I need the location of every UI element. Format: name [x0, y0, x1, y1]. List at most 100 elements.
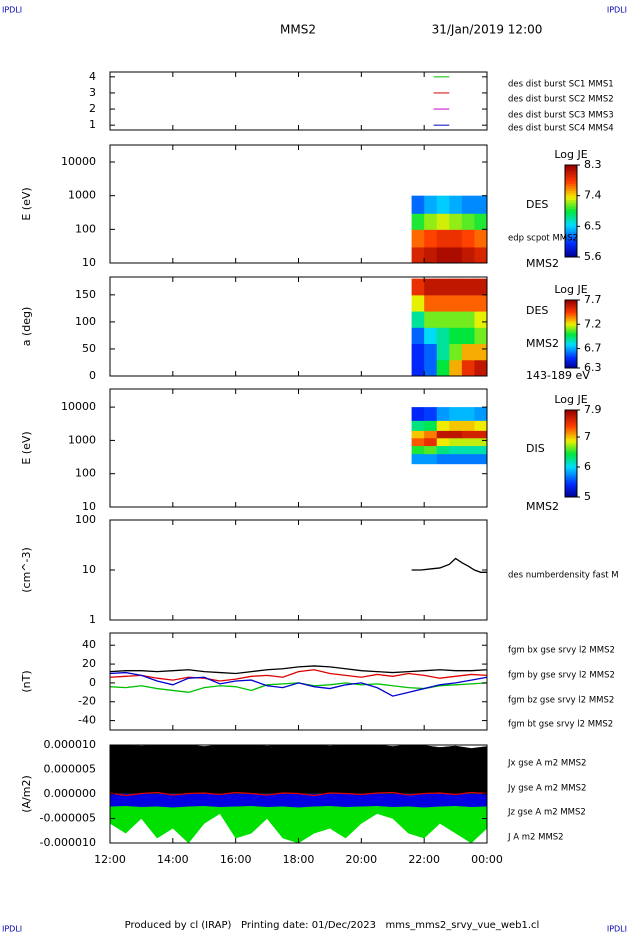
annotation: 143-189 eV — [526, 369, 590, 382]
heatmap-cell — [411, 445, 425, 455]
colorbar-swatch — [565, 351, 577, 354]
y-axis-label: E (eV) — [20, 431, 33, 464]
colorbar-tick-label: 5.6 — [584, 250, 602, 263]
y-tick-label: 100 — [75, 467, 96, 480]
heatmap-cell — [436, 246, 450, 264]
heatmap-cell — [436, 278, 450, 296]
line — [109, 671, 488, 697]
y-tick-label: 3 — [89, 86, 96, 99]
heatmap-cell — [424, 445, 438, 455]
colorbar-swatch — [565, 335, 577, 338]
colorbar-swatch — [565, 243, 577, 246]
colorbar-swatch — [565, 197, 577, 200]
y-tick-label: 2 — [89, 102, 96, 115]
heatmap-cell — [424, 229, 438, 248]
heatmap-cell — [424, 311, 438, 328]
heatmap-cell — [424, 359, 438, 377]
y-tick-label: 0.000005 — [44, 763, 97, 776]
colorbar-swatch — [565, 252, 577, 256]
heatmap-cell — [424, 327, 438, 345]
colorbar-swatch — [565, 323, 577, 326]
y-tick-label: 100 — [75, 513, 96, 526]
legend-label: des dist burst SC4 MMS4 — [508, 124, 614, 134]
legend-label: Jz gse A m2 MMS2 — [507, 808, 586, 818]
colorbar-swatch — [565, 340, 577, 343]
heatmap-cell — [424, 195, 438, 214]
heatmap-cell — [474, 420, 488, 431]
colorbar-swatch — [565, 208, 577, 212]
y-axis-label: (nT) — [20, 670, 33, 692]
heatmap-cell — [461, 407, 475, 421]
heatmap-cell — [411, 213, 425, 230]
heatmap-cell — [436, 294, 450, 312]
heatmap-cell — [461, 278, 475, 296]
annotation: DES — [526, 198, 548, 211]
heatmap-cell — [461, 430, 475, 439]
colorbar-swatch — [565, 332, 577, 335]
colorbar-swatch — [565, 442, 577, 446]
colorbar-swatch — [565, 362, 577, 366]
heatmap-cell — [411, 430, 425, 439]
x-tick-label: 12:00 — [94, 853, 126, 866]
colorbar-swatch — [565, 322, 577, 325]
heatmap-cell — [424, 430, 438, 439]
y-tick-label: 100 — [75, 315, 96, 328]
heatmap-cell — [461, 311, 475, 328]
colorbar-swatch — [565, 318, 577, 321]
y-tick-label: 10 — [82, 563, 96, 576]
heatmap-cell — [424, 213, 438, 230]
heatmap-cell — [436, 445, 450, 455]
corner-label: IPDLI — [2, 6, 22, 15]
colorbar-swatch — [565, 169, 577, 173]
heatmap-cell — [436, 420, 450, 431]
colorbar-swatch — [565, 327, 577, 330]
annotation: DIS — [526, 442, 545, 455]
colorbar-swatch — [565, 211, 577, 214]
colorbar-swatch — [565, 306, 577, 309]
heatmap-cell — [424, 420, 438, 431]
colorbar-swatch — [565, 470, 577, 474]
colorbar-swatch — [565, 427, 577, 431]
colorbar-swatch — [565, 176, 577, 180]
heatmap-cell — [474, 343, 488, 361]
heatmap-cell — [436, 327, 450, 345]
colorbar-swatch — [565, 486, 577, 489]
heatmap-cell — [436, 453, 450, 465]
x-tick-label: 18:00 — [283, 853, 315, 866]
heatmap-cell — [461, 229, 475, 248]
heatmap-cell — [449, 407, 463, 421]
legend-label: Jx gse A m2 MMS2 — [507, 759, 586, 769]
area — [109, 793, 488, 808]
heatmap-cell — [449, 311, 463, 328]
heatmap-cell — [474, 359, 488, 377]
colorbar-swatch — [565, 494, 577, 498]
colorbar-swatch — [565, 483, 577, 487]
colorbar-swatch — [565, 190, 577, 194]
legend-label: Jy gse A m2 MMS2 — [507, 784, 586, 794]
colorbar-swatch — [565, 339, 577, 342]
heatmap-cell — [474, 311, 488, 328]
legend-label: fgm bz gse srvy l2 MMS2 — [508, 696, 614, 706]
y-tick-label: 10 — [82, 256, 96, 269]
colorbar-swatch — [565, 357, 577, 360]
colorbar-frame — [564, 299, 578, 369]
heatmap-cell — [411, 420, 425, 431]
heatmap-cell — [436, 195, 450, 214]
colorbar-swatch — [565, 490, 577, 494]
colorbar-swatch — [565, 444, 577, 448]
heatmap-cell — [424, 294, 438, 312]
heatmap-cell — [461, 294, 475, 312]
colorbar-swatch — [565, 171, 577, 175]
colorbar-swatch — [565, 188, 577, 191]
y-tick-label: 100 — [75, 222, 96, 235]
y-tick-label: -0.000005 — [40, 812, 96, 825]
colorbar-swatch — [565, 300, 577, 303]
colorbar-swatch — [565, 315, 577, 318]
footer: Produced by cl (IRAP) Printing date: 01/… — [125, 920, 540, 931]
colorbar-swatch — [565, 245, 577, 249]
colorbar-swatch — [565, 473, 577, 476]
y-tick-label: -0.000010 — [40, 836, 96, 849]
colorbar-swatch — [565, 305, 577, 308]
colorbar-tick-label: 6 — [584, 460, 591, 473]
legend-label: des dist burst SC3 MMS3 — [508, 111, 614, 121]
